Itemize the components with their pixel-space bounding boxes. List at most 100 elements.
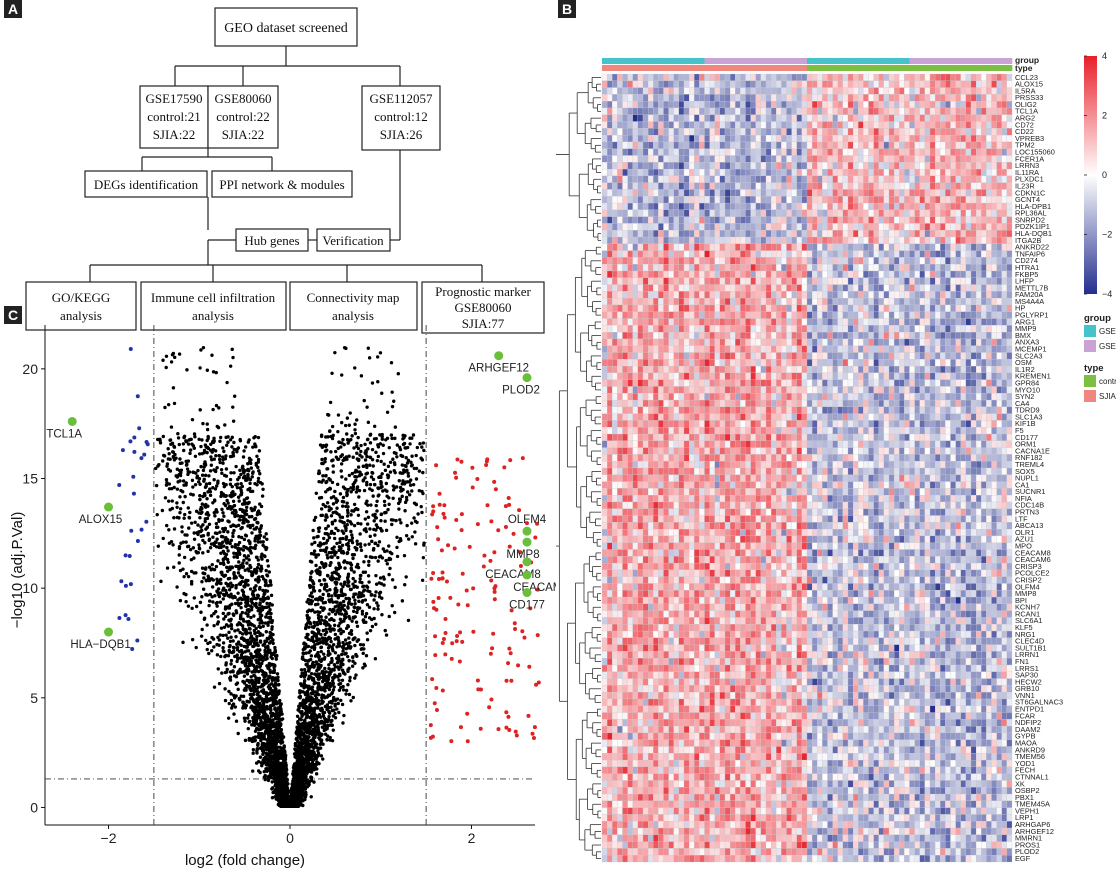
heatmap-cell: [658, 386, 664, 394]
heatmap-cell: [653, 189, 659, 197]
heatmap-cell: [704, 433, 710, 441]
heatmap-cell: [883, 284, 890, 292]
heatmap-cell: [632, 121, 638, 129]
heatmap-cell: [965, 101, 972, 109]
heatmap-cell: [832, 257, 838, 265]
heatmap-cell: [765, 101, 772, 109]
heatmap-cell: [796, 202, 802, 210]
heatmap-cell: [745, 202, 751, 210]
heatmap-cell: [1001, 386, 1007, 394]
heatmap-cell: [868, 284, 874, 292]
group-annotation-cell: [1001, 58, 1008, 64]
heatmap-cell: [786, 223, 792, 231]
heatmap-cell: [812, 202, 818, 210]
heatmap-cell: [745, 80, 751, 88]
heatmap-cell: [689, 365, 695, 374]
heatmap-cell: [668, 107, 674, 115]
heatmap-cell: [653, 135, 659, 143]
heatmap-cell: [842, 379, 849, 387]
heatmap-cell: [950, 175, 956, 183]
heatmap-cell: [863, 311, 869, 319]
heatmap-cell: [678, 304, 685, 312]
heatmap-cell: [806, 243, 813, 251]
heatmap-cell: [888, 114, 895, 122]
heatmap-cell: [858, 128, 864, 136]
heatmap-cell: [648, 80, 654, 88]
heatmap-cell: [658, 141, 664, 149]
heatmap-cell: [673, 141, 679, 149]
heatmap-cell: [658, 101, 664, 109]
heatmap-cell: [837, 230, 843, 238]
heatmap-cell: [812, 298, 818, 306]
heatmap-cell: [827, 332, 833, 340]
heatmap-cell: [909, 168, 915, 177]
heatmap-cell: [904, 196, 910, 204]
heatmap-cell: [771, 379, 777, 387]
heatmap-cell: [981, 223, 987, 231]
heatmap-cell: [817, 440, 823, 448]
heatmap-cell: [622, 230, 628, 238]
group-annotation-cell: [694, 58, 700, 64]
heatmap-cell: [781, 257, 787, 265]
heatmap-cell: [765, 80, 772, 88]
heatmap-cell: [699, 318, 705, 326]
heatmap-cell: [878, 393, 884, 401]
heatmap-cell: [781, 175, 787, 183]
heatmap-cell: [786, 311, 792, 319]
heatmap-cell: [719, 141, 726, 149]
heatmap-cell: [883, 264, 890, 272]
heatmap-cell: [791, 338, 797, 346]
heatmap-cell: [699, 168, 705, 177]
heatmap-cell: [801, 135, 808, 143]
heatmap-cell: [601, 230, 608, 238]
heatmap-cell: [617, 440, 623, 448]
heatmap-cell: [817, 318, 823, 326]
heatmap-cell: [873, 440, 879, 448]
heatmap-cell: [904, 352, 910, 360]
heatmap-cell: [806, 189, 813, 197]
heatmap-cell: [981, 338, 987, 346]
heatmap-cell: [919, 94, 925, 102]
heatmap-cell: [827, 427, 833, 435]
heatmap-cell: [832, 345, 838, 353]
heatmap-cell: [878, 311, 884, 319]
heatmap-cell: [745, 250, 751, 258]
heatmap-cell: [853, 230, 859, 238]
heatmap-cell: [991, 440, 997, 448]
heatmap-cell: [791, 345, 797, 353]
heatmap-cell: [642, 196, 649, 204]
heatmap-cell: [827, 304, 833, 312]
heatmap-cell: [612, 168, 618, 177]
heatmap-cell: [694, 168, 700, 177]
heatmap-cell: [1001, 270, 1007, 278]
heatmap-cell: [976, 386, 982, 394]
heatmap-cell: [935, 304, 941, 312]
heatmap-cell: [637, 155, 644, 163]
heatmap-cell: [919, 243, 925, 251]
heatmap-cell: [970, 359, 977, 367]
heatmap-cell: [986, 94, 992, 102]
heatmap-cell: [935, 148, 941, 156]
heatmap-cell: [1001, 440, 1007, 448]
heatmap-cell: [632, 189, 638, 197]
heatmap-cell: [883, 114, 890, 122]
heatmap-cell: [817, 291, 823, 299]
heatmap-cell: [704, 73, 710, 81]
heatmap-cell: [601, 345, 608, 353]
heatmap-cell: [991, 277, 997, 285]
heatmap-cell: [791, 73, 797, 81]
heatmap-cell: [929, 325, 936, 333]
heatmap-cell: [653, 121, 659, 129]
heatmap-cell: [940, 359, 946, 367]
heatmap-cell: [950, 209, 956, 217]
heatmap-cell: [632, 379, 638, 387]
heatmap-cell: [699, 359, 705, 367]
heatmap-cell: [627, 406, 633, 414]
heatmap-cell: [986, 427, 992, 435]
heatmap-cell: [637, 433, 644, 441]
heatmap-cell: [673, 325, 679, 333]
heatmap-cell: [945, 379, 951, 387]
heatmap-cell: [817, 80, 823, 88]
heatmap-cell: [760, 162, 767, 170]
heatmap-cell: [730, 264, 736, 272]
